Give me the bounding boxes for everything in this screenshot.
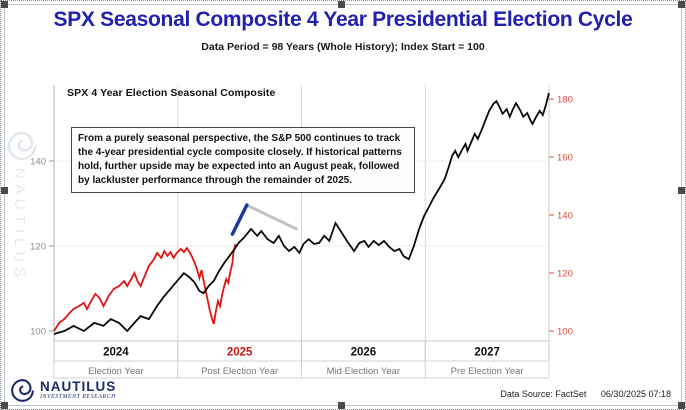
left-axis-tick-label: 100 xyxy=(30,327,46,338)
actual-spx-line xyxy=(53,243,237,332)
page-subtitle: Data Period = 98 Years (Whole History); … xyxy=(201,41,485,53)
nautilus-spiral-icon xyxy=(11,379,34,402)
selection-handle-middle-right[interactable] xyxy=(678,187,685,194)
left-axis-tick-label: 140 xyxy=(30,157,46,168)
selection-handle-top-right[interactable] xyxy=(678,1,685,8)
data-source-label: Data Source: FactSet xyxy=(500,389,587,399)
right-axis-tick-label: 140 xyxy=(557,211,573,222)
logo-subtitle: INVESTMENT RESEARCH xyxy=(40,393,116,400)
right-axis-tick-label: 100 xyxy=(557,327,573,338)
timestamp-label: 06/30/2025 07:18 xyxy=(600,389,671,399)
right-axis-tick-label: 120 xyxy=(557,269,573,280)
projected-august-upside xyxy=(230,203,249,236)
phase-cell xyxy=(424,360,550,379)
year-label: 2026 xyxy=(351,347,377,359)
selection-handle-middle-left[interactable] xyxy=(1,187,8,194)
projected-lackluster-fade xyxy=(245,203,298,231)
year-label: 2024 xyxy=(103,347,129,359)
composite-line xyxy=(53,92,550,335)
phase-label: Post Election Year xyxy=(201,366,278,377)
year-label: 2027 xyxy=(474,347,500,359)
phase-label: Mid Election Year xyxy=(327,366,400,377)
logo-name: NAUTILUS xyxy=(40,379,117,395)
left-axis-tick-label: 120 xyxy=(30,242,46,253)
commentary-annotation: From a purely seasonal perspective, the … xyxy=(71,127,415,193)
right-axis-tick-label: 160 xyxy=(557,153,573,164)
footer-source: Data Source: FactSet 06/30/2025 07:18 xyxy=(500,389,671,399)
year-label: 2025 xyxy=(227,347,253,359)
selection-handle-top-left[interactable] xyxy=(1,1,8,8)
selection-handle-bottom-right[interactable] xyxy=(678,402,685,409)
selection-handle-bottom-left[interactable] xyxy=(1,402,8,409)
series-legend-label: SPX 4 Year Election Seasonal Composite xyxy=(67,87,276,99)
nautilus-logo: NAUTILUS INVESTMENT RESEARCH xyxy=(9,377,116,404)
right-axis-tick-label: 180 xyxy=(557,95,573,106)
selection-handle-bottom-center[interactable] xyxy=(338,402,345,409)
selection-handle-top-center[interactable] xyxy=(338,1,345,8)
phase-label: Pre Election Year xyxy=(451,366,524,377)
phase-label: Election Year xyxy=(88,366,143,377)
page-title: SPX Seasonal Composite 4 Year Presidenti… xyxy=(53,8,633,31)
